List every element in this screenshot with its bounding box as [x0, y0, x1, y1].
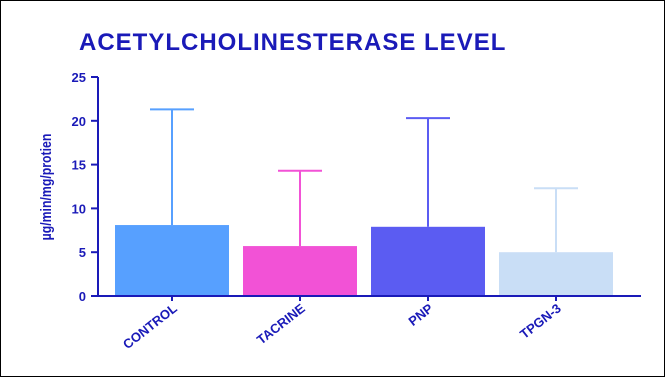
y-axis-title: µg/min/mg/protien	[38, 134, 54, 241]
x-tick-label: CONTROL	[120, 301, 180, 352]
bar	[243, 246, 357, 296]
x-tick-label: TPGN-3	[517, 301, 564, 342]
x-tick-label: PNP	[406, 300, 437, 328]
y-tick-label: 25	[72, 70, 86, 85]
y-tick-label: 10	[72, 201, 86, 216]
chart-title: ACETYLCHOLINESTERASE LEVEL	[79, 29, 507, 56]
bar	[115, 225, 229, 296]
y-tick-label: 20	[72, 114, 86, 129]
y-tick-label: 5	[79, 245, 86, 260]
y-tick-label: 15	[72, 158, 86, 173]
bar	[371, 226, 485, 296]
bar	[499, 252, 613, 296]
x-tick-label: TACRINE	[254, 300, 308, 347]
y-tick-label: 0	[79, 289, 86, 304]
